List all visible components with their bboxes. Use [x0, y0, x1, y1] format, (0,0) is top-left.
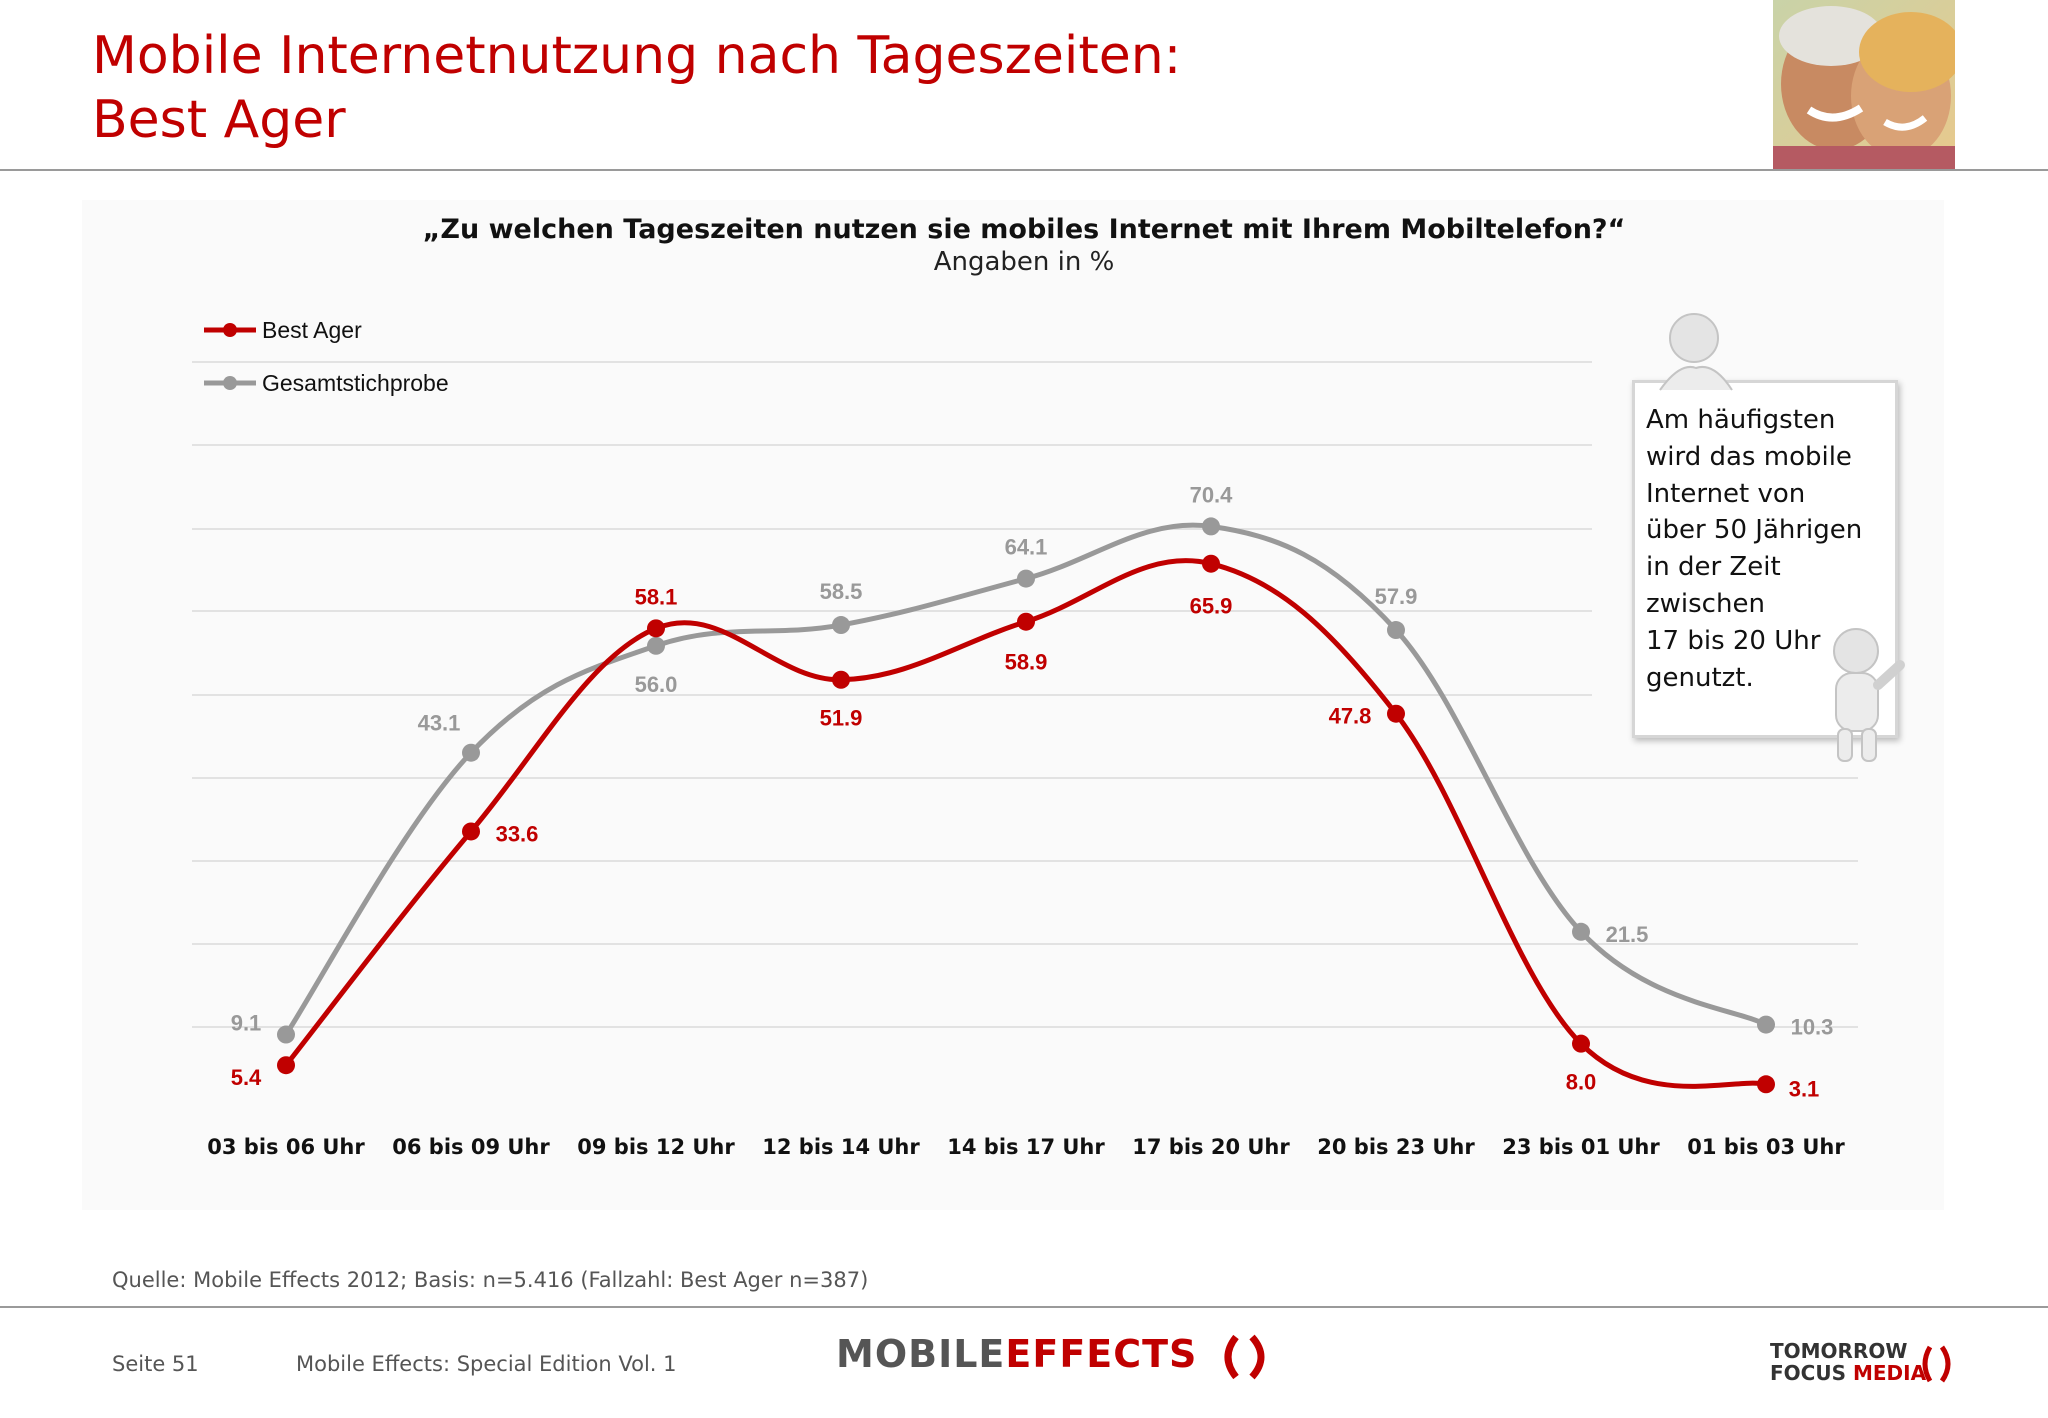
x-tick-label: 23 bis 01 Uhr: [1502, 1135, 1660, 1159]
data-label: 58.1: [635, 584, 678, 609]
edition-label: Mobile Effects: Special Edition Vol. 1: [296, 1352, 677, 1376]
logo-media-text: MEDIA: [1852, 1361, 1927, 1385]
x-tick-label: 01 bis 03 Uhr: [1687, 1135, 1845, 1159]
callout-line: Am häufigsten: [1646, 405, 1836, 435]
data-point: [1572, 922, 1590, 941]
data-label: 58.9: [1005, 650, 1048, 675]
data-point: [1202, 554, 1220, 573]
x-tick-label: 17 bis 20 Uhr: [1132, 1135, 1290, 1159]
callout-line: 17 bis 20 Uhr: [1646, 625, 1821, 656]
title-line-2: Best Ager: [92, 90, 346, 150]
data-point: [647, 636, 665, 655]
data-point: [1017, 569, 1035, 588]
page-number: Seite 51: [112, 1352, 199, 1376]
data-point: [1757, 1075, 1775, 1094]
data-point: [1387, 704, 1405, 723]
data-label: 9.1: [231, 1011, 262, 1036]
data-label: 43.1: [418, 711, 461, 736]
data-point: [832, 670, 850, 689]
callout-line: wird das mobile: [1646, 441, 1852, 472]
data-point: [1017, 612, 1035, 631]
footer-divider: [0, 1306, 2048, 1308]
x-tick-label: 14 bis 17 Uhr: [947, 1135, 1105, 1159]
x-tick-label: 20 bis 23 Uhr: [1317, 1135, 1475, 1159]
x-tick-label: 06 bis 09 Uhr: [392, 1135, 550, 1159]
data-point: [647, 619, 665, 638]
callout-line: in der Zeit: [1646, 552, 1781, 583]
data-label: 56.0: [635, 672, 678, 697]
header-divider: [0, 169, 2048, 171]
data-label: 47.8: [1329, 704, 1372, 729]
callout-line: zwischen: [1646, 588, 1765, 619]
mobile-effects-logo: MOBILEEFFECTS: [836, 1332, 1274, 1380]
data-label: 57.9: [1375, 584, 1418, 609]
legend: Best Ager Gesamtstichprobe: [204, 317, 449, 396]
logo-bracket-small-icon: [1922, 1345, 1951, 1383]
x-tick-label: 03 bis 06 Uhr: [207, 1135, 365, 1159]
callout-line: genutzt.: [1646, 662, 1754, 693]
logo-focus-text: FOCUS: [1770, 1361, 1846, 1385]
data-label: 5.4: [231, 1065, 262, 1090]
legend-label-best-ager: Best Ager: [262, 317, 362, 343]
x-axis-labels: 03 bis 06 Uhr 06 bis 09 Uhr 09 bis 12 Uhr 1…: [207, 1135, 1845, 1159]
data-label: 70.4: [1190, 482, 1234, 507]
data-point: [462, 743, 480, 762]
series-line-gesamtstichprobe: [283, 522, 1768, 1036]
gridlines: [192, 361, 1858, 1028]
chart-subtitle: Angaben in %: [933, 247, 1115, 277]
data-label: 21.5: [1606, 922, 1649, 947]
logo-mobile-text: MOBILE: [836, 1332, 1006, 1376]
couple-photo: [1773, 0, 1955, 170]
data-point: [277, 1025, 295, 1044]
data-point: [1387, 621, 1405, 640]
figure-icon-bottom: [1833, 628, 1905, 762]
data-label: 8.0: [1566, 1070, 1597, 1095]
callout-text: Am häufigsten wird das mobile Internet v…: [1646, 402, 1886, 696]
logo-effects-text: EFFECTS: [1005, 1332, 1198, 1376]
chart-title: „Zu welchen Tageszeiten nutzen sie mobil…: [422, 214, 1626, 245]
data-label: 51.9: [820, 706, 863, 731]
data-label: 64.1: [1005, 535, 1048, 560]
data-label: 3.1: [1789, 1076, 1820, 1101]
figure-icon-top: [1659, 313, 1733, 391]
tomorrow-focus-media-logo: TOMORROW FOCUS MEDIA: [1770, 1339, 1951, 1385]
data-point: [277, 1056, 295, 1075]
series-layer: 9.1 43.1 56.0 58.5 64.1 70.4 57.9 21.5 10.3 5.4 33…: [231, 482, 1834, 1101]
data-point: [1757, 1015, 1775, 1034]
legend-label-gesamtstichprobe: Gesamtstichprobe: [262, 370, 449, 396]
x-tick-label: 09 bis 12 Uhr: [577, 1135, 735, 1159]
data-label: 33.6: [496, 821, 539, 846]
data-point: [832, 616, 850, 635]
data-point: [462, 822, 480, 841]
source-note: Quelle: Mobile Effects 2012; Basis: n=5.…: [112, 1268, 869, 1292]
page-title: Mobile Internetnutzung nach Tageszeiten:…: [92, 24, 1181, 152]
x-tick-label: 12 bis 14 Uhr: [762, 1135, 920, 1159]
data-point: [1572, 1034, 1590, 1053]
logo-bracket-icon: [1224, 1334, 1265, 1379]
title-line-1: Mobile Internetnutzung nach Tageszeiten:: [92, 26, 1182, 86]
data-label: 10.3: [1791, 1015, 1834, 1040]
data-label: 58.5: [820, 579, 863, 604]
data-label: 65.9: [1190, 594, 1233, 619]
data-point: [1202, 517, 1220, 536]
callout-line: über 50 Jährigen: [1646, 515, 1863, 546]
callout-line: Internet von: [1646, 478, 1806, 509]
logo-tomorrow-text: TOMORROW: [1770, 1339, 1908, 1363]
